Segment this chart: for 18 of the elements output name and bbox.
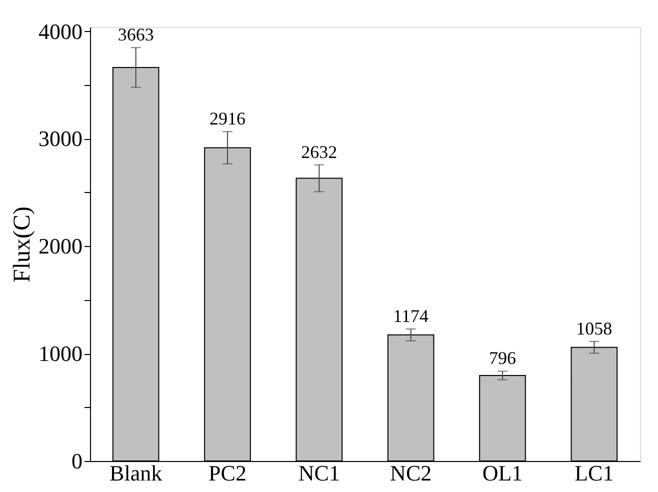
data-label: 2916 [210,108,246,129]
x-tick-label: OL1 [482,460,523,486]
data-label: 2632 [301,142,338,162]
y-tick-label: 2000 [38,234,82,259]
x-tick-label: NC1 [298,460,340,486]
y-tick-label: 3000 [38,126,82,152]
y-axis-title: Flux(C) [10,206,36,283]
x-tick-label: Blank [110,460,162,486]
data-label: 1058 [576,318,612,338]
x-tick-label: NC2 [390,460,432,486]
data-label: 796 [489,348,516,368]
x-tick-label: PC2 [208,460,246,486]
y-tick-label: 1000 [38,341,82,366]
y-tick-label: 0 [72,448,82,474]
x-tick-label: LC1 [574,460,614,486]
data-label: 3663 [118,24,154,45]
y-tick-label: 4000 [38,18,82,44]
data-label: 1174 [393,306,429,326]
